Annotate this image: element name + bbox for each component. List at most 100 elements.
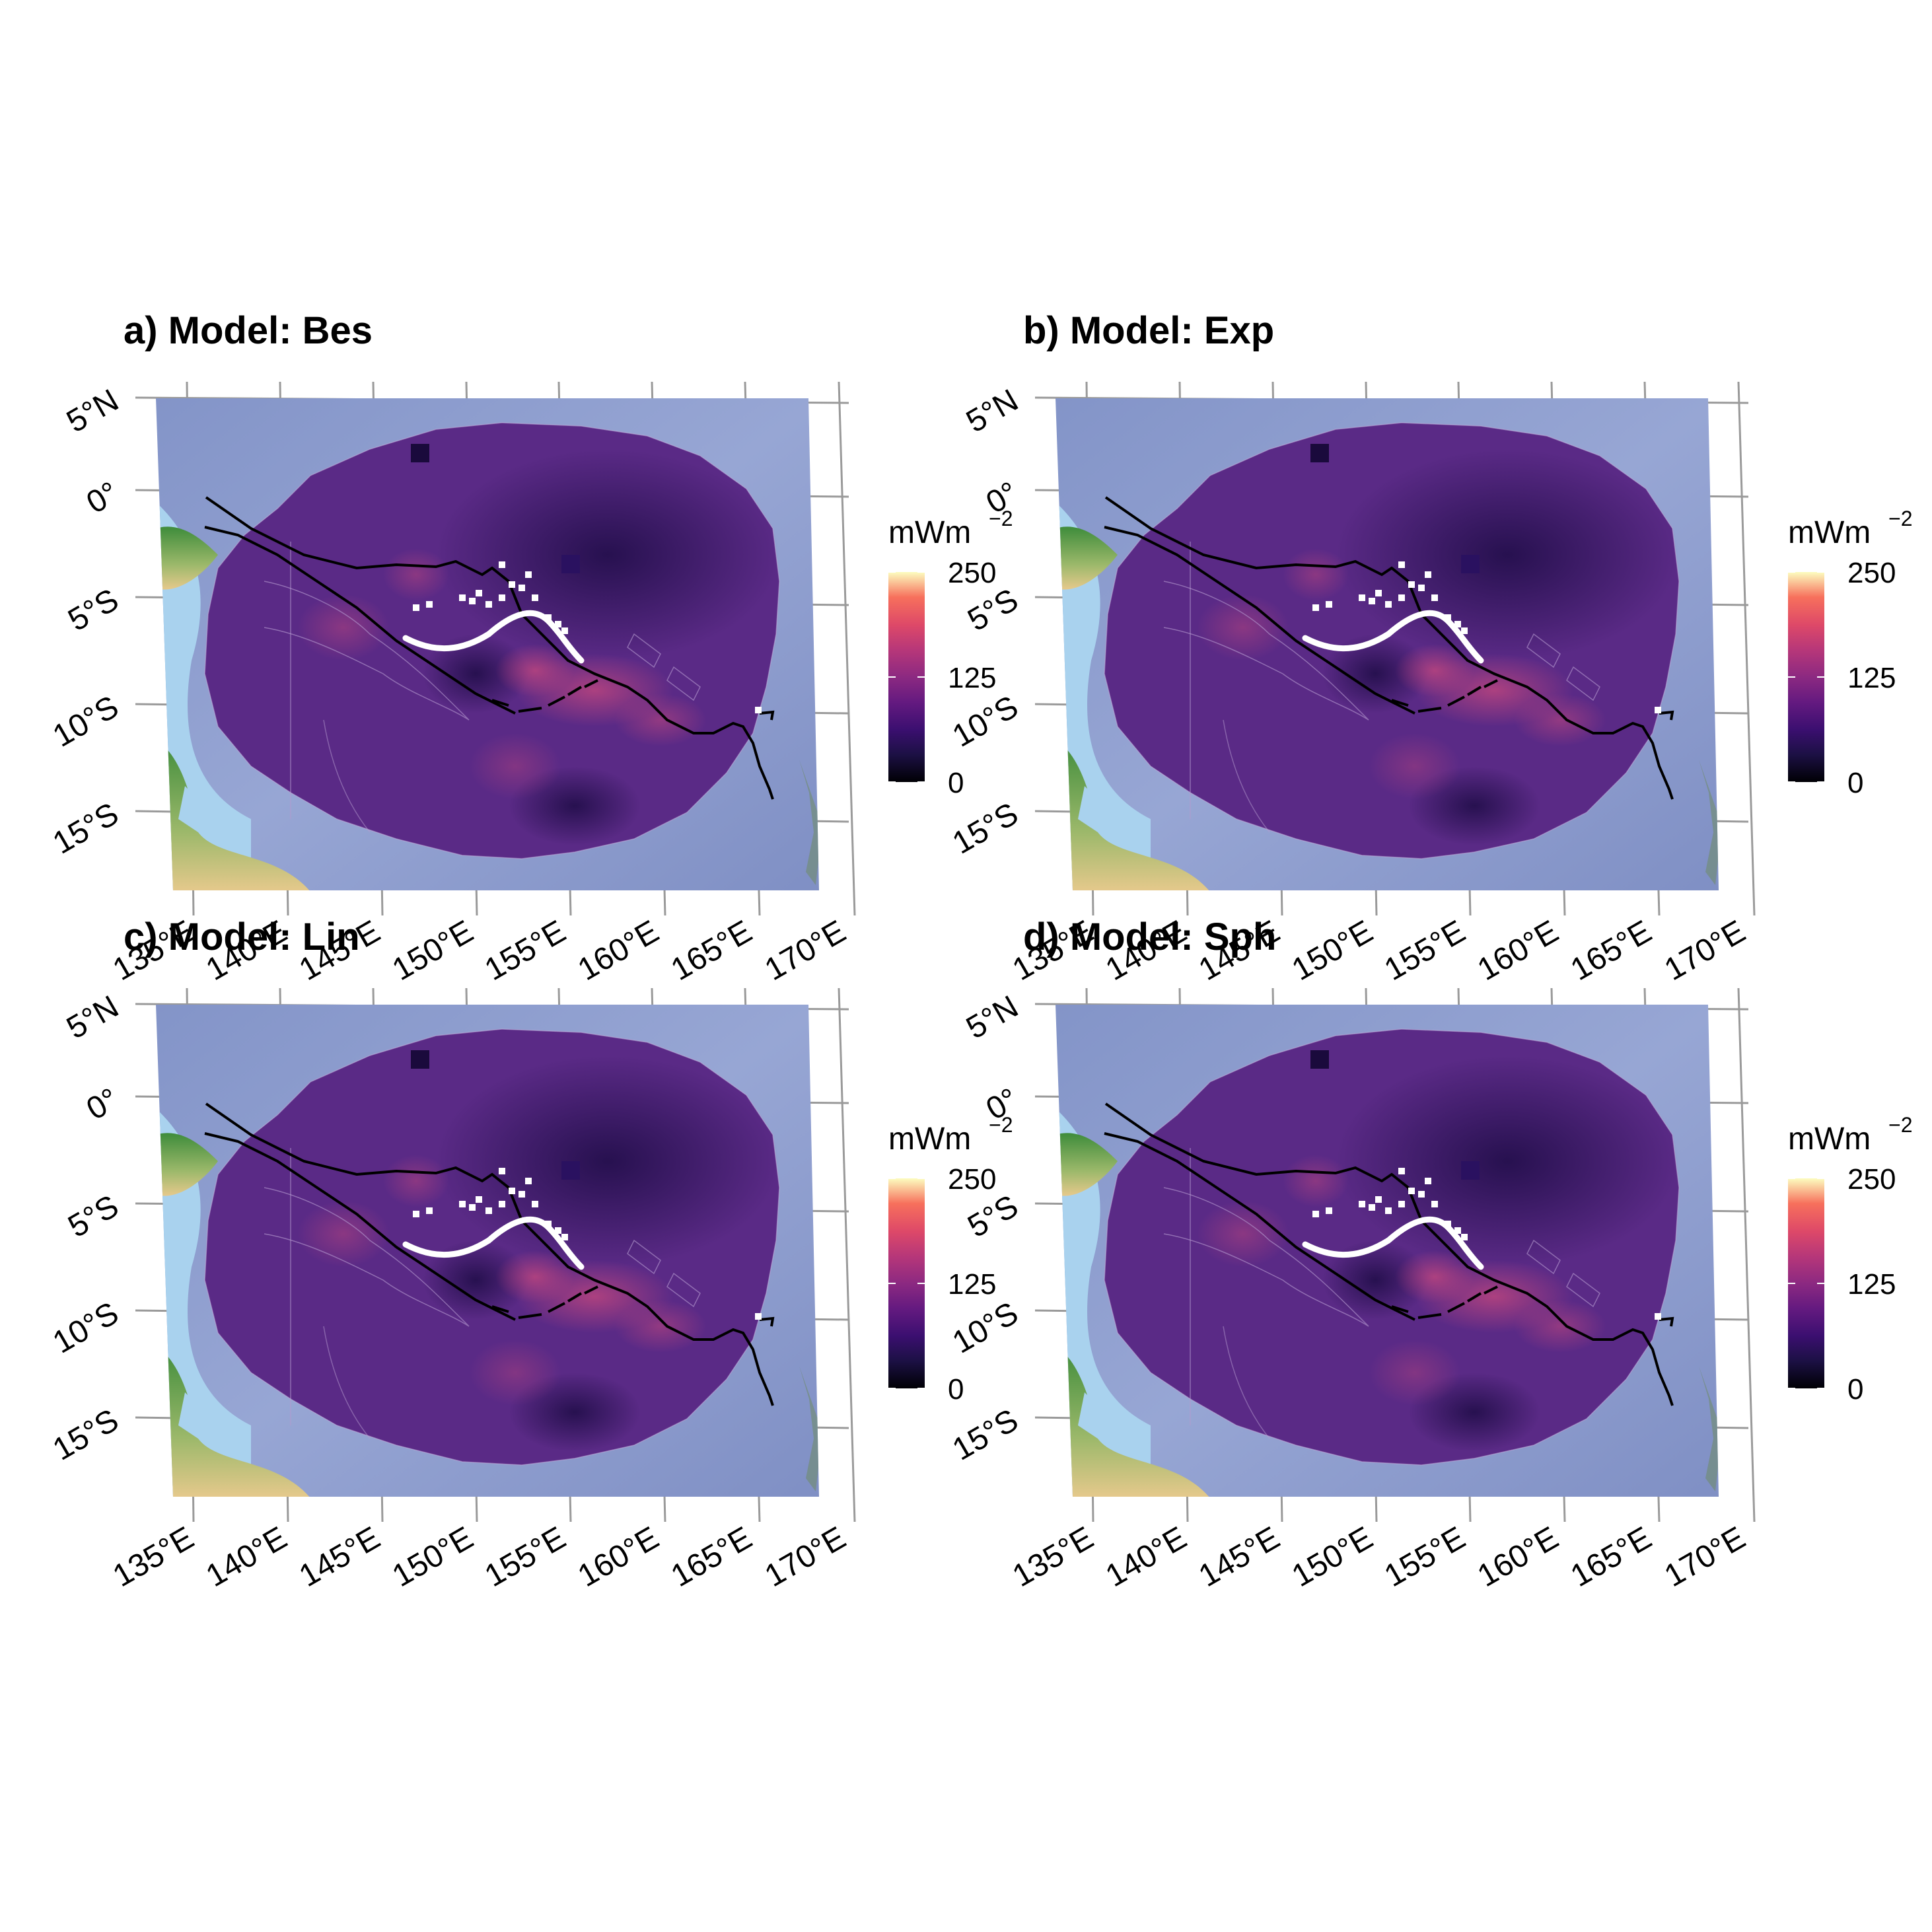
colorbar-tick-label: 250 bbox=[948, 1163, 996, 1196]
latitude-label: 10°S bbox=[47, 1295, 124, 1360]
longitude-label: 160°E bbox=[572, 914, 664, 988]
volcanic-arc bbox=[1302, 610, 1484, 664]
latitude-label: 5°S bbox=[63, 1188, 125, 1244]
longitude-label: 145°E bbox=[293, 1521, 386, 1594]
volcano-marker bbox=[485, 1207, 492, 1214]
volcano-marker bbox=[1461, 1234, 1468, 1240]
trench-line-north bbox=[205, 1102, 774, 1406]
volcano-marker bbox=[459, 594, 466, 601]
volcano-marker bbox=[476, 1196, 482, 1203]
volcano-marker bbox=[545, 614, 552, 621]
colorbar-tick-label: 250 bbox=[1847, 557, 1896, 589]
volcano-marker bbox=[1369, 1204, 1375, 1211]
volcano-marker bbox=[561, 627, 568, 634]
volcano-marker bbox=[755, 1313, 762, 1320]
longitude-label: 135°E bbox=[107, 1521, 199, 1594]
coastline-outline bbox=[323, 719, 371, 833]
volcano-marker bbox=[1398, 561, 1405, 568]
volcano-marker bbox=[476, 590, 482, 596]
volcano-marker bbox=[499, 561, 505, 568]
colorbar-tick-label: 125 bbox=[1847, 1268, 1896, 1301]
longitude-label: 160°E bbox=[1472, 914, 1564, 988]
volcano-marker bbox=[1326, 1207, 1332, 1214]
legend-title: mWm bbox=[1788, 1122, 1871, 1157]
volcano-marker bbox=[1425, 1178, 1431, 1184]
longitude-label: 150°E bbox=[386, 914, 479, 988]
low-heatflow-cell bbox=[411, 1050, 429, 1069]
latitude-label: 0° bbox=[81, 1081, 124, 1127]
longitude-label: 135°E bbox=[1007, 1521, 1099, 1594]
volcano-marker bbox=[509, 1188, 515, 1194]
high-heatflow-anomaly bbox=[1197, 1201, 1289, 1267]
volcano-marker bbox=[1359, 594, 1365, 601]
high-heatflow-anomaly bbox=[297, 1201, 390, 1267]
colorbar-legend: mWm −2 250 125 0 bbox=[888, 507, 1013, 799]
australia-landmass bbox=[1055, 740, 1210, 890]
heatflow-field bbox=[1104, 1028, 1680, 1466]
legend-title: mWm bbox=[888, 515, 971, 550]
low-heatflow-cell bbox=[1310, 1050, 1329, 1069]
legend-exponent: −2 bbox=[1888, 1113, 1912, 1137]
heatflow-field bbox=[204, 422, 780, 859]
high-heatflow-anomaly bbox=[1283, 1155, 1349, 1207]
vanuatu-islands bbox=[1699, 1366, 1719, 1491]
new-guinea-landmass bbox=[156, 1133, 218, 1196]
map-raster bbox=[1055, 398, 1719, 890]
low-heatflow-zone bbox=[436, 1055, 779, 1267]
low-heatflow-zone bbox=[1322, 1240, 1428, 1320]
volcano-marker bbox=[1359, 1201, 1365, 1207]
high-heatflow-anomaly bbox=[469, 1340, 561, 1406]
low-heatflow-cell bbox=[561, 555, 580, 573]
longitude-label: 165°E bbox=[1565, 914, 1657, 988]
high-heatflow-anomaly bbox=[383, 1155, 449, 1207]
volcano-marker bbox=[555, 621, 561, 627]
longitude-label: 155°E bbox=[479, 914, 571, 988]
volcano-marker bbox=[1655, 707, 1661, 713]
coastline-outline bbox=[264, 1187, 470, 1327]
coastline-outline bbox=[323, 1326, 371, 1439]
volcano-marker bbox=[1408, 581, 1415, 588]
longitude-gridline bbox=[1737, 381, 1756, 916]
low-heatflow-zone bbox=[1336, 1055, 1679, 1267]
high-heatflow-anomaly bbox=[1369, 733, 1461, 799]
volcano-marker bbox=[755, 707, 762, 713]
trench-line-south bbox=[1104, 526, 1415, 715]
gulf-inlet bbox=[1078, 1392, 1111, 1439]
heatflow-field bbox=[204, 1028, 780, 1466]
trench-segments bbox=[759, 710, 775, 721]
trench-line-north bbox=[1104, 496, 1674, 800]
volcano-marker bbox=[1408, 1188, 1415, 1194]
longitude-label: 170°E bbox=[1659, 1521, 1751, 1594]
longitude-label: 160°E bbox=[572, 1521, 664, 1594]
longitude-gridline bbox=[838, 381, 856, 916]
high-heatflow-anomaly bbox=[1369, 1340, 1461, 1406]
volcano-marker bbox=[426, 601, 433, 608]
volcano-marker bbox=[1375, 1196, 1382, 1203]
latitude-label: 15°S bbox=[947, 1402, 1024, 1467]
latitude-label: 0° bbox=[980, 1081, 1024, 1127]
volcanic-arc bbox=[402, 610, 585, 664]
volcano-marker bbox=[485, 601, 492, 608]
latitude-label: 5°N bbox=[960, 989, 1024, 1046]
low-heatflow-zone bbox=[1336, 449, 1679, 661]
longitude-label: 170°E bbox=[759, 1521, 851, 1594]
trench-segments bbox=[1391, 679, 1498, 713]
longitude-label: 150°E bbox=[1286, 914, 1378, 988]
latitude-label: 5°N bbox=[61, 382, 124, 439]
solomon-islands-outline bbox=[1526, 633, 1600, 701]
longitude-label: 155°E bbox=[1378, 914, 1471, 988]
panel-title: a) Model: Bes bbox=[124, 309, 373, 352]
volcano-marker bbox=[499, 1168, 505, 1174]
longitude-label: 165°E bbox=[665, 1521, 758, 1594]
colorbar-tick-label: 125 bbox=[948, 1268, 996, 1301]
latitude-label: 0° bbox=[980, 475, 1024, 520]
volcano-marker bbox=[532, 594, 538, 601]
low-heatflow-zone bbox=[436, 449, 779, 661]
volcano-marker bbox=[545, 1221, 552, 1227]
new-guinea-landmass bbox=[1055, 1133, 1118, 1196]
map-raster bbox=[156, 398, 819, 890]
volcano-marker bbox=[1385, 1207, 1392, 1214]
